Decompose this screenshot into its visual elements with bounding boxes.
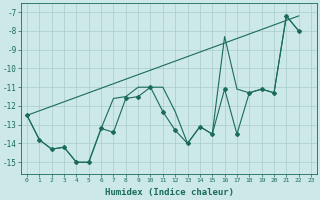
X-axis label: Humidex (Indice chaleur): Humidex (Indice chaleur) xyxy=(105,188,234,197)
